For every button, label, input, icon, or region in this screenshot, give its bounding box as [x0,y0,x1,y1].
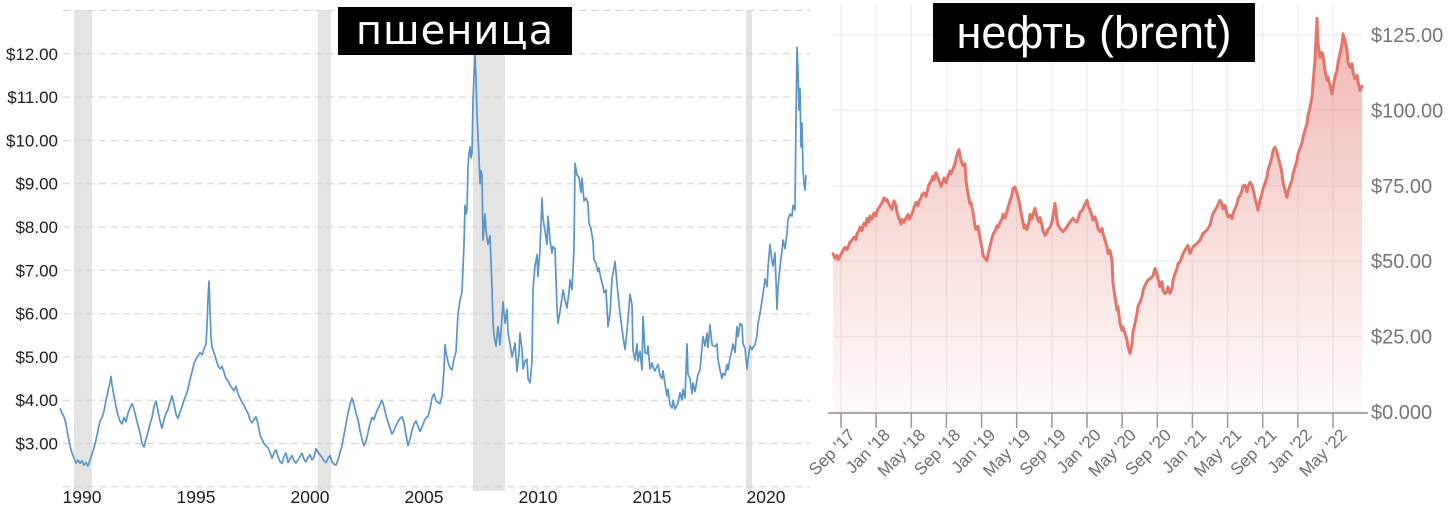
recession-band [746,10,752,491]
wheat-x-tick-label: 2005 [405,487,444,507]
wheat-x-tick-label: 2015 [633,487,672,507]
wheat-y-tick-label: $4.00 [15,391,58,410]
wheat-price-chart: $12.00 $11.00 $10.00 $9.00 $8.00 $7.00 $6.00 $5… [6,10,810,507]
recession-bands [74,10,752,491]
wheat-y-tick-label: $8.00 [15,218,58,237]
brent-y-tick-label: $0.000 [1371,402,1432,424]
wheat-y-tick-label: $12.00 [6,45,58,64]
wheat-x-tick-label: 2020 [747,487,786,507]
wheat-y-tick-label: $7.00 [15,261,58,280]
wheat-x-tick-label: 2010 [519,487,558,507]
brent-oil-chart: $125.00 $100.00 $75.00 $50.00 $25.00 $0.000 Se… [807,4,1443,481]
brent-chart-title: нефть (brent) [933,3,1255,62]
wheat-chart-title: пшеница [338,7,572,55]
wheat-y-tick-label: $10.00 [6,131,58,150]
wheat-x-tick-label: 1995 [177,487,216,507]
wheat-y-axis-labels: $12.00 $11.00 $10.00 $9.00 $8.00 $7.00 $6.00 $5… [6,45,58,454]
wheat-x-axis-labels: 1990 1995 2000 2005 2010 2015 2020 [63,487,786,507]
brent-y-tick-label: $125.00 [1371,25,1443,47]
wheat-y-tick-label: $3.00 [15,435,58,454]
wheat-y-tick-label: $6.00 [15,305,58,324]
wheat-gridlines [63,10,810,488]
recession-band [74,10,92,491]
wheat-x-tick-label: 2000 [291,487,330,507]
brent-y-tick-label: $75.00 [1371,176,1432,198]
brent-y-tick-label: $50.00 [1371,251,1432,273]
wheat-price-line [59,46,807,467]
brent-area-fill [833,18,1362,414]
brent-y-tick-label: $100.00 [1371,100,1443,122]
wheat-y-tick-label: $11.00 [7,88,58,107]
wheat-y-tick-label: $9.00 [15,175,58,194]
brent-axis-ticks [840,413,1334,428]
wheat-x-tick-label: 1990 [63,487,102,507]
brent-price-line [831,16,1364,355]
brent-y-tick-label: $25.00 [1371,327,1432,349]
recession-band [318,10,331,491]
wheat-y-tick-label: $5.00 [15,348,58,367]
recession-band [473,10,505,491]
brent-y-axis-labels: $125.00 $100.00 $75.00 $50.00 $25.00 $0.000 [1371,25,1443,424]
